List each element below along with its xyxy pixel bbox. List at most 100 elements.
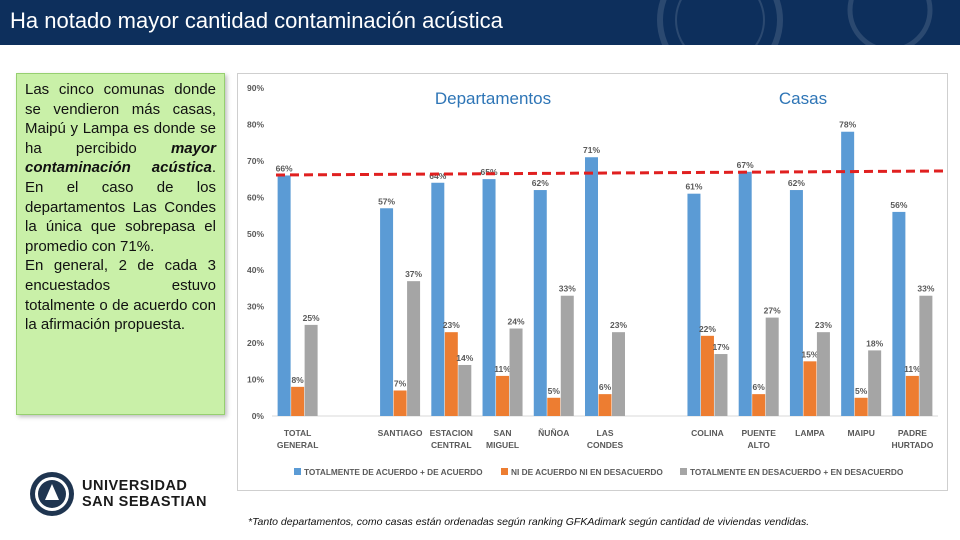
bar <box>547 397 561 416</box>
bar <box>803 361 817 416</box>
data-label: 15% <box>801 349 818 359</box>
data-label: 61% <box>685 182 702 192</box>
y-tick-label: 40% <box>247 265 264 275</box>
data-label: 64% <box>429 171 446 181</box>
data-label: 6% <box>753 382 766 392</box>
bar <box>458 364 472 416</box>
data-label: 33% <box>559 284 576 294</box>
bar <box>892 211 906 416</box>
data-label: 11% <box>494 364 511 374</box>
data-label: 11% <box>904 364 921 374</box>
data-label: 7% <box>394 378 407 388</box>
category-label: SAN <box>494 428 512 438</box>
bar <box>393 390 407 416</box>
group-label: Casas <box>779 89 827 108</box>
data-label: 67% <box>737 160 754 170</box>
data-label: 25% <box>303 313 320 323</box>
category-label: CENTRAL <box>431 440 472 450</box>
bar <box>585 157 598 416</box>
y-tick-label: 70% <box>247 156 264 166</box>
data-label: 78% <box>839 120 856 130</box>
crest-watermark-icon <box>657 0 933 45</box>
category-label: PADRE <box>898 428 927 438</box>
data-label: 14% <box>456 353 473 363</box>
y-tick-label: 0% <box>252 411 265 421</box>
legend-label: NI DE ACUERDO NI EN DESACUERDO <box>511 467 663 477</box>
bar <box>687 193 701 416</box>
category-label: LAS <box>597 428 614 438</box>
bar-chart: 0% 10% 20% 30% 40% 50% 60% 70% 80% 90% 66% 8% 25% TOT… <box>237 73 948 491</box>
category-label: PUENTE <box>741 428 776 438</box>
data-label: 5% <box>855 386 868 396</box>
category-label: MAIPU <box>847 428 874 438</box>
y-tick-label: 30% <box>247 302 264 312</box>
data-label: 37% <box>405 269 422 279</box>
bar <box>919 295 933 416</box>
legend-swatch <box>680 468 687 475</box>
data-label: 17% <box>712 342 729 352</box>
data-label: 33% <box>917 284 934 294</box>
legend-swatch <box>501 468 508 475</box>
y-tick-label: 80% <box>247 119 264 129</box>
data-label: 5% <box>548 386 561 396</box>
data-label: 56% <box>890 200 907 210</box>
data-label: 66% <box>276 163 293 173</box>
category-label: HURTADO <box>891 440 933 450</box>
bar <box>816 332 830 416</box>
bar <box>444 332 458 416</box>
data-label: 62% <box>788 178 805 188</box>
data-label: 65% <box>481 167 498 177</box>
y-tick-label: 20% <box>247 338 264 348</box>
y-tick-label: 60% <box>247 192 264 202</box>
bar <box>304 324 318 416</box>
university-logo-icon <box>30 472 74 516</box>
bar <box>700 335 714 416</box>
bar <box>905 375 919 416</box>
bar <box>533 190 547 416</box>
y-tick-label: 90% <box>247 83 264 93</box>
bar <box>380 208 394 416</box>
footnote: *Tanto departamentos, como casas están o… <box>248 516 810 528</box>
category-label: SANTIAGO <box>378 428 423 438</box>
data-label: 8% <box>291 375 304 385</box>
category-label: TOTAL <box>284 428 312 438</box>
category-label: ALTO <box>748 440 771 450</box>
bar <box>738 171 752 416</box>
summary-paragraph-2: En general, 2 de cada 3 encuestados estu… <box>25 257 216 334</box>
category-label: ÑUÑOA <box>538 428 569 438</box>
data-label: 18% <box>866 338 883 348</box>
y-tick-label: 10% <box>247 375 264 385</box>
category-label: CONDES <box>587 440 624 450</box>
data-label: 24% <box>508 317 525 327</box>
legend-label: TOTALMENTE EN DESACUERDO + EN DESACUERDO <box>690 467 904 477</box>
bar <box>789 190 803 416</box>
data-label: 23% <box>443 320 460 330</box>
legend-label: TOTALMENTE DE ACUERDO + DE ACUERDO <box>304 467 483 477</box>
data-label: 71% <box>583 145 600 155</box>
category-label: MIGUEL <box>486 440 519 450</box>
y-tick-label: 50% <box>247 229 264 239</box>
bar <box>765 317 779 416</box>
bar <box>612 332 625 416</box>
summary-paragraph-1: Las cinco comunas donde se vendieron más… <box>25 81 216 255</box>
university-name: UNIVERSIDAD SAN SEBASTIAN <box>82 478 207 510</box>
data-label: 62% <box>532 178 549 188</box>
bar <box>752 394 766 416</box>
bar <box>431 182 445 416</box>
bar <box>291 386 305 416</box>
bar <box>407 281 421 416</box>
legend-swatch <box>294 468 301 475</box>
bar <box>868 350 882 416</box>
bar <box>560 295 574 416</box>
data-label: 23% <box>610 320 627 330</box>
category-label: LAMPA <box>795 428 825 438</box>
bar <box>482 179 496 416</box>
bar <box>854 397 868 416</box>
category-label: GENERAL <box>277 440 319 450</box>
bar <box>714 354 728 416</box>
category-label: COLINA <box>691 428 724 438</box>
header-bar: Ha notado mayor cantidad contaminación a… <box>0 0 960 45</box>
bar <box>509 328 523 416</box>
chart-canvas: 0% 10% 20% 30% 40% 50% 60% 70% 80% 90% 66% 8% 25% TOT… <box>247 83 945 477</box>
data-label: 6% <box>599 382 612 392</box>
